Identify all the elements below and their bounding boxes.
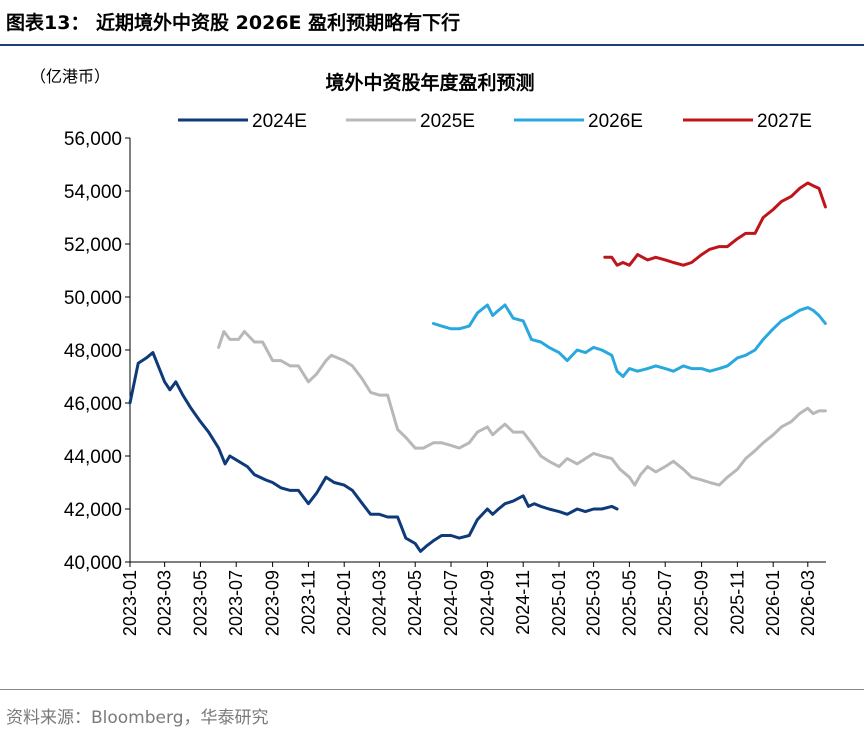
chart-title: 境外中资股年度盈利预测	[325, 71, 534, 94]
legend-label-2027E: 2027E	[757, 111, 812, 132]
x-tick-label: 2023-11	[298, 570, 318, 635]
x-tick-label: 2025-05	[619, 570, 639, 636]
x-tick-label: 2025-11	[727, 570, 747, 635]
x-tick-label: 2025-03	[584, 570, 604, 636]
y-tick-label: 48,000	[64, 341, 122, 362]
unit-label: （亿港币）	[30, 67, 110, 86]
legend-label-2024E: 2024E	[252, 111, 307, 132]
y-tick-label: 52,000	[64, 235, 122, 256]
y-tick-label: 40,000	[64, 553, 122, 574]
legend: 2024E 2025E 2026E 2027E	[178, 111, 812, 132]
x-tick-label: 2024-01	[334, 570, 354, 636]
footer-rule	[0, 689, 864, 690]
x-tick-label: 2023-01	[120, 570, 140, 636]
earnings-forecast-chart: 境外中资股年度盈利预测 （亿港币） 2024E 2025E 2026E 2027E 4…	[30, 67, 827, 636]
series-line-2026E	[431, 303, 827, 378]
x-tick-label: 2024-07	[441, 570, 461, 636]
y-tick-label: 54,000	[64, 182, 122, 203]
x-tick-label: 2023-07	[226, 570, 246, 636]
figure-title: 图表13： 近期境外中资股 2026E 盈利预期略有下行	[6, 12, 461, 34]
legend-label-2026E: 2026E	[588, 111, 643, 132]
series-line-2024E	[128, 351, 619, 553]
x-tick-label: 2025-01	[549, 570, 569, 636]
legend-label-2025E: 2025E	[420, 111, 475, 132]
series-line-2027E	[603, 181, 827, 267]
title-rule	[0, 44, 864, 46]
y-tick-label: 50,000	[64, 288, 122, 309]
x-tick-label: 2023-09	[263, 570, 283, 636]
source-note: 资料来源：Bloomberg，华泰研究	[6, 708, 269, 728]
series-line-2025E	[217, 330, 827, 487]
y-tick-label: 42,000	[64, 500, 122, 521]
plot-area: 40,000 42,000 44,000 46,000 48,000 50,000 52,0…	[64, 129, 827, 636]
y-tick-label: 46,000	[64, 394, 122, 415]
x-tick-label: 2024-05	[405, 570, 425, 636]
x-tick-label: 2025-09	[692, 570, 712, 636]
x-tick-label: 2023-03	[155, 570, 175, 636]
x-tick-label: 2025-07	[655, 570, 675, 636]
y-tick-label: 56,000	[64, 129, 122, 150]
y-tick-label: 44,000	[64, 447, 122, 468]
x-tick-label: 2024-03	[369, 570, 389, 636]
x-tick-label: 2026-01	[763, 570, 783, 636]
x-tick-label: 2026-03	[798, 570, 818, 636]
x-tick-label: 2024-09	[477, 570, 497, 636]
x-tick-label: 2023-05	[190, 570, 210, 636]
x-tick-label: 2024-11	[513, 570, 533, 635]
